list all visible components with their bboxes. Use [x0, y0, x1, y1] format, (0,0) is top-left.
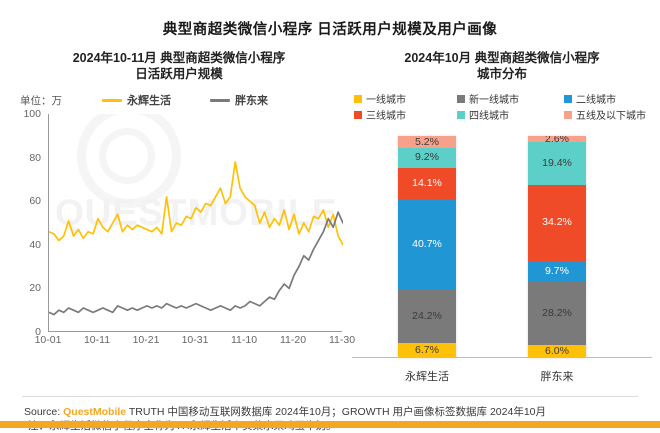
bar-segment-label: 34.2%	[542, 216, 572, 229]
unit-label: 单位：万	[20, 95, 62, 107]
y-tick-label: 80	[29, 151, 41, 164]
bar-segment-label: 9.2%	[415, 151, 439, 164]
legend-item-pangdonglai[interactable]: 胖东来	[210, 92, 268, 108]
legend-item-5[interactable]: 四线城市	[457, 107, 509, 122]
bar-segment-label: 6.0%	[545, 345, 569, 358]
bar-segment-二线城市[interactable]: 9.7%	[528, 260, 586, 283]
bar-segment-一线城市[interactable]: 6.7%	[398, 343, 456, 358]
legend-item-3[interactable]: 二线城市	[564, 91, 616, 106]
left-chart-title: 2024年10-11月 典型商超类微信小程序 日活跃用户规模	[14, 50, 344, 82]
legend-item-yonghui[interactable]: 永辉生活	[102, 92, 171, 108]
bar-label-yonghui: 永辉生活	[405, 371, 449, 383]
bar-segment-二线城市[interactable]: 40.7%	[398, 199, 456, 290]
bottom-accent-bar	[0, 421, 660, 428]
legend-label-5: 四线城市	[469, 111, 509, 122]
x-tick-label: 10-31	[181, 334, 209, 346]
legend-swatch-4	[354, 110, 362, 119]
bar-segment-label: 40.7%	[412, 238, 442, 251]
left-chart-title-line2: 日活跃用户规模	[135, 67, 223, 81]
left-chart-legend-row: 单位：万 永辉生活 胖东来	[14, 90, 344, 110]
bar-segment-五线及以下城市[interactable]: 2.6%	[528, 136, 586, 142]
brand-questmobile: QuestMobile	[63, 406, 127, 418]
legend-label-6: 五线及以下城市	[576, 111, 646, 122]
legend-item-6[interactable]: 五线及以下城市	[564, 107, 646, 122]
bar-category-labels: 永辉生活 胖东来	[352, 366, 652, 386]
x-tick-label: 11-30	[328, 334, 356, 346]
bar-segment-一线城市[interactable]: 6.0%	[528, 344, 586, 359]
legend-label-pangdonglai: 胖东来	[235, 95, 268, 107]
legend-swatch-6	[564, 110, 572, 119]
y-axis: 0 20 40 60 80 100	[14, 108, 46, 338]
line-series-胖东来	[49, 211, 343, 316]
bar-segment-label: 14.1%	[412, 177, 442, 190]
bar-segment-label: 5.2%	[415, 136, 439, 148]
source-prefix: Source:	[24, 406, 61, 418]
legend-swatch-2	[457, 94, 465, 103]
bar-segment-label: 9.7%	[545, 265, 569, 278]
y-tick-label: 40	[29, 238, 41, 251]
stacked-bar-yonghui[interactable]: 5.2% 9.2% 14.1% 40.7% 24.2% 6.7%	[398, 136, 456, 358]
bar-segment-五线及以下城市[interactable]: 5.2%	[398, 136, 456, 148]
x-tick-label: 11-10	[230, 334, 258, 346]
bar-segment-label: 28.2%	[542, 307, 572, 320]
legend-label-3: 二线城市	[576, 95, 616, 106]
left-chart-panel: 2024年10-11月 典型商超类微信小程序 日活跃用户规模 单位：万 永辉生活…	[14, 50, 355, 432]
bar-label-pangdonglai: 胖东来	[540, 371, 574, 383]
x-tick-label: 11-20	[279, 334, 307, 346]
source-line: Source: QuestMobile TRUTH 中国移动互联网数据库 202…	[24, 404, 546, 419]
legend-label-yonghui: 永辉生活	[127, 95, 171, 107]
y-tick-label: 0	[35, 326, 41, 338]
bar-segment-新一线城市[interactable]: 28.2%	[528, 282, 586, 345]
bar-segment-label: 19.4%	[542, 157, 572, 170]
line-chart: 0 20 40 60 80 100 QUESTMOBILE 10-01 10-11 10-21…	[14, 108, 355, 364]
stacked-bar-pangdonglai[interactable]: 2.6% 19.4% 34.2% 9.7% 28.2% 6.0%	[528, 136, 586, 359]
y-tick-label: 60	[29, 195, 41, 208]
bar-segment-四线城市[interactable]: 19.4%	[528, 141, 586, 185]
legend-label-4: 三线城市	[366, 111, 406, 122]
legend-item-4[interactable]: 三线城市	[354, 107, 406, 122]
legend-swatch-1	[354, 94, 362, 103]
legend-swatch-3	[564, 94, 572, 103]
left-chart-title-line1: 2024年10-11月 典型商超类微信小程序	[72, 51, 286, 65]
x-axis: 10-01 10-11 10-21 10-31 11-10 11-20 11-30	[35, 334, 355, 352]
right-chart-title: 2024年10月 典型商超类微信小程序 城市分布	[352, 50, 652, 82]
stacked-bar-chart: 5.2% 9.2% 14.1% 40.7% 24.2% 6.7% 2.6% 19.4% 34.…	[352, 128, 652, 364]
page-title: 典型商超类微信小程序 日活跃用户规模及用户画像	[162, 22, 498, 38]
y-tick-label: 20	[29, 282, 41, 295]
right-chart-title-line1: 2024年10月 典型商超类微信小程序	[404, 51, 600, 65]
legend-swatch-pangdonglai	[210, 98, 230, 102]
line-chart-svg	[49, 161, 343, 316]
bar-baseline	[352, 356, 652, 358]
legend-swatch-yonghui	[102, 98, 122, 102]
x-tick-label: 10-11	[83, 334, 111, 346]
bar-segment-label: 2.6%	[545, 136, 569, 142]
x-tick-label: 10-21	[132, 334, 160, 346]
legend-item-2[interactable]: 新一线城市	[457, 91, 519, 106]
plot-area: QUESTMOBILE	[48, 114, 343, 332]
footer-divider	[22, 396, 638, 397]
city-tier-legend: 一线城市 新一线城市 二线城市三线城市 四线城市 五线及以下城市	[352, 91, 652, 125]
right-chart-panel: 2024年10月 典型商超类微信小程序 城市分布 一线城市 新一线城市 二线城市三线…	[352, 50, 652, 390]
bar-segment-label: 6.7%	[415, 344, 439, 357]
right-chart-title-line2: 城市分布	[476, 67, 527, 81]
legend-swatch-5	[457, 110, 465, 119]
legend-label-1: 一线城市	[366, 95, 406, 106]
bar-segment-label: 24.2%	[412, 310, 442, 323]
line-series-永辉生活	[49, 161, 343, 246]
bar-segment-新一线城市[interactable]: 24.2%	[398, 289, 456, 344]
bar-segment-三线城市[interactable]: 14.1%	[398, 167, 456, 200]
x-tick-label: 10-01	[34, 334, 62, 346]
source-rest: TRUTH 中国移动互联网数据库 2024年10月；GROWTH 用户画像标签数…	[128, 406, 547, 418]
bar-segment-四线城市[interactable]: 9.2%	[398, 147, 456, 168]
legend-item-1[interactable]: 一线城市	[354, 91, 406, 106]
y-tick-label: 100	[23, 108, 41, 120]
bar-segment-三线城市[interactable]: 34.2%	[528, 184, 586, 261]
legend-label-2: 新一线城市	[469, 95, 519, 106]
